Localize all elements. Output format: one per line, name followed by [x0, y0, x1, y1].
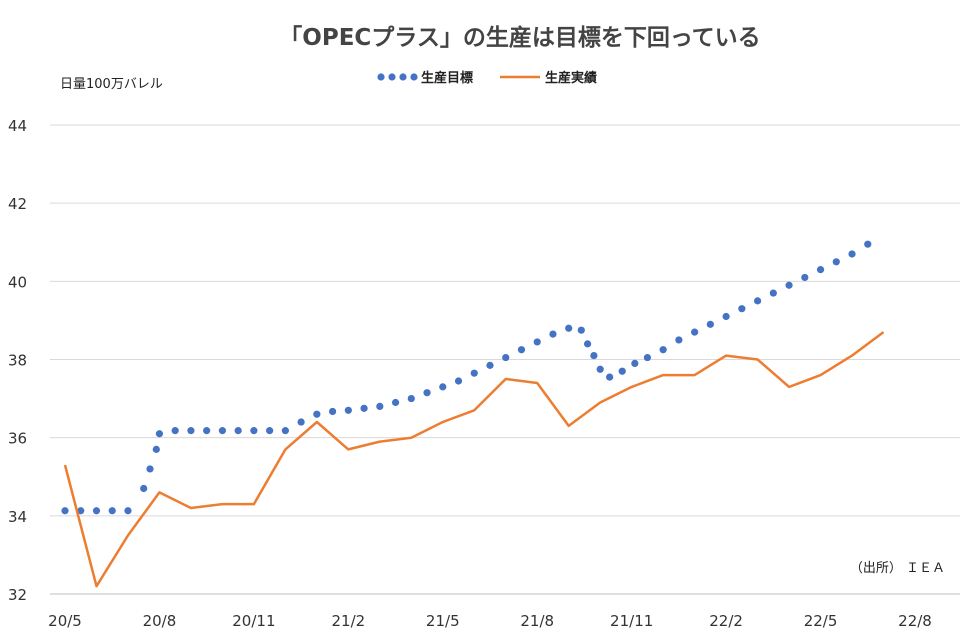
y-tick-label: 44 — [8, 117, 27, 135]
target-point — [583, 340, 592, 348]
target-point — [140, 484, 148, 493]
legend-item-target: 生産目標 — [377, 70, 473, 86]
target-point — [470, 369, 478, 377]
x-tick-label: 20/8 — [143, 612, 177, 630]
target-point — [250, 427, 258, 435]
target-point — [643, 353, 652, 362]
target-point — [108, 507, 116, 515]
legend-dot — [410, 73, 418, 81]
x-tick-label: 21/2 — [331, 612, 365, 630]
target-point — [423, 389, 431, 397]
target-point — [155, 430, 164, 438]
series-target-line — [61, 240, 872, 515]
x-tick-label: 20/5 — [48, 612, 82, 630]
target-point — [596, 365, 604, 373]
legend-label-actual: 生産実績 — [545, 70, 597, 86]
chart-title: 「OPECプラス」の生産は目標を下回っている — [279, 24, 760, 51]
target-point — [606, 373, 614, 381]
target-point — [706, 320, 714, 328]
target-point — [146, 465, 154, 473]
legend: 生産目標 生産実績 — [377, 70, 597, 86]
legend-dot — [399, 73, 407, 81]
x-tick-label: 22/5 — [804, 612, 838, 630]
target-point — [152, 445, 160, 453]
y-tick-label: 42 — [8, 195, 27, 213]
target-point — [675, 336, 683, 344]
target-point — [297, 418, 305, 426]
target-point — [691, 328, 699, 336]
target-point — [218, 427, 227, 435]
target-point — [124, 507, 132, 515]
target-point — [281, 427, 289, 435]
x-tick-label: 21/11 — [610, 612, 653, 630]
y-tick-label: 40 — [8, 273, 27, 291]
target-point — [203, 427, 211, 435]
target-point — [785, 281, 793, 289]
y-axis-ticks: 32 34 36 38 40 42 44 — [8, 117, 27, 604]
x-tick-label: 20/11 — [232, 612, 275, 630]
target-point — [313, 410, 321, 418]
target-point — [659, 346, 667, 354]
y-tick-label: 36 — [8, 430, 27, 448]
target-point — [753, 297, 762, 305]
target-point — [738, 305, 746, 313]
target-point — [92, 507, 101, 515]
target-point — [590, 351, 598, 360]
legend-dotted-line-marker — [377, 73, 418, 81]
target-point — [533, 338, 541, 346]
legend-item-actual: 生産実績 — [500, 70, 597, 86]
y-tick-label: 32 — [8, 586, 27, 604]
target-point — [864, 240, 872, 248]
x-tick-label: 21/5 — [426, 612, 460, 630]
y-tick-label: 38 — [8, 352, 27, 370]
legend-dot — [377, 73, 385, 81]
target-point — [549, 330, 557, 338]
x-axis-ticks: 20/5 20/8 20/11 21/2 21/5 21/8 21/11 22/2 22/5 22… — [48, 612, 932, 630]
target-point — [769, 289, 777, 297]
x-tick-label: 22/8 — [898, 612, 932, 630]
legend-dot — [388, 73, 396, 81]
target-point — [816, 266, 825, 274]
target-point — [344, 406, 352, 414]
x-tick-label: 21/8 — [520, 612, 554, 630]
target-point — [631, 359, 639, 368]
source-note: （出所） ＩＥＡ — [850, 561, 945, 576]
target-point — [407, 394, 415, 403]
series-actual-line — [63, 331, 885, 588]
target-point — [77, 507, 85, 515]
target-point — [234, 427, 242, 435]
target-point — [454, 377, 463, 385]
target-point — [502, 353, 510, 362]
target-point — [848, 250, 856, 258]
target-point — [486, 361, 494, 369]
target-point — [618, 367, 626, 375]
y-tick-label: 34 — [8, 508, 27, 526]
target-point — [832, 258, 840, 266]
target-point — [801, 273, 809, 282]
target-point — [360, 404, 368, 412]
target-point — [61, 507, 69, 515]
y-axis-unit-label: 日量100万バレル — [60, 77, 163, 92]
target-point — [439, 383, 447, 391]
target-point — [722, 312, 730, 321]
target-point — [376, 402, 384, 410]
target-point — [391, 398, 400, 407]
target-point — [187, 427, 195, 435]
target-point — [266, 427, 274, 435]
x-tick-label: 22/2 — [709, 612, 743, 630]
target-point — [171, 427, 179, 435]
legend-label-target: 生産目標 — [421, 70, 473, 86]
target-point — [328, 407, 337, 416]
target-point — [577, 326, 585, 334]
target-point — [517, 346, 526, 354]
target-point — [565, 324, 573, 332]
